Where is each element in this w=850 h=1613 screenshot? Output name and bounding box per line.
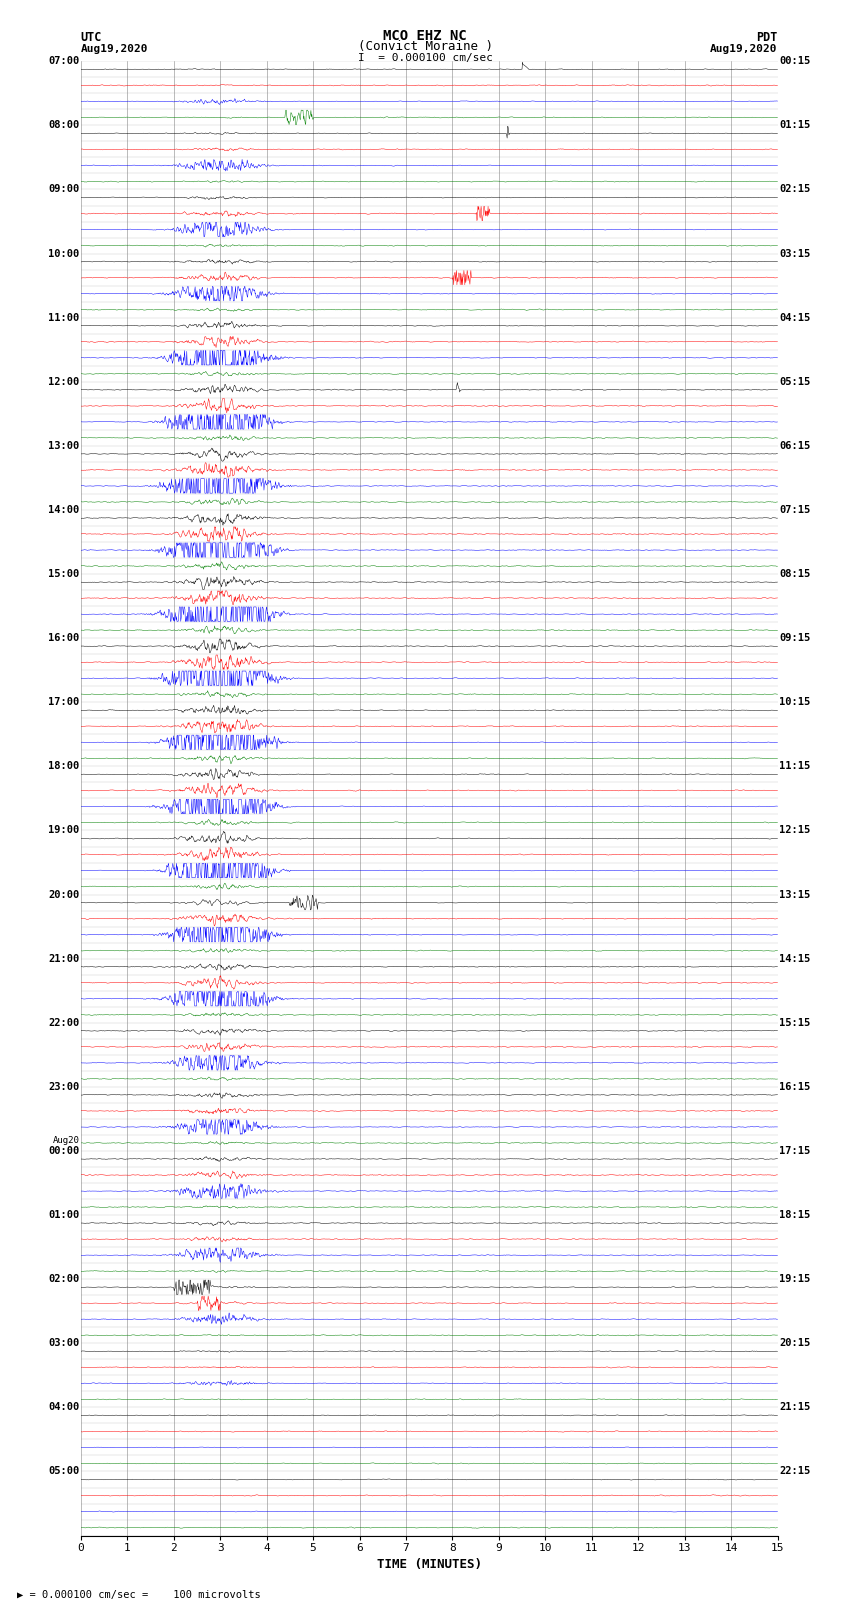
- Text: 05:15: 05:15: [779, 377, 810, 387]
- Text: 08:00: 08:00: [48, 121, 79, 131]
- Text: 11:15: 11:15: [779, 761, 810, 771]
- Text: MCO EHZ NC: MCO EHZ NC: [383, 29, 467, 44]
- Text: 09:15: 09:15: [779, 634, 810, 644]
- Text: 12:00: 12:00: [48, 377, 79, 387]
- Text: 16:00: 16:00: [48, 634, 79, 644]
- Text: 07:15: 07:15: [779, 505, 810, 515]
- Text: Aug19,2020: Aug19,2020: [711, 44, 778, 53]
- Text: ▶ = 0.000100 cm/sec =    100 microvolts: ▶ = 0.000100 cm/sec = 100 microvolts: [17, 1590, 261, 1600]
- Text: 21:15: 21:15: [779, 1402, 810, 1413]
- Text: 15:15: 15:15: [779, 1018, 810, 1027]
- Text: 08:15: 08:15: [779, 569, 810, 579]
- Text: 03:00: 03:00: [48, 1339, 79, 1348]
- Text: 04:15: 04:15: [779, 313, 810, 323]
- Text: 10:15: 10:15: [779, 697, 810, 706]
- Text: 23:00: 23:00: [48, 1082, 79, 1092]
- Text: I  = 0.000100 cm/sec: I = 0.000100 cm/sec: [358, 53, 492, 63]
- Text: 00:15: 00:15: [779, 56, 810, 66]
- Text: (Convict Moraine ): (Convict Moraine ): [358, 40, 492, 53]
- Text: 16:15: 16:15: [779, 1082, 810, 1092]
- Text: Aug20: Aug20: [53, 1136, 79, 1145]
- Text: 14:00: 14:00: [48, 505, 79, 515]
- Text: 14:15: 14:15: [779, 953, 810, 963]
- Text: 01:15: 01:15: [779, 121, 810, 131]
- Text: 12:15: 12:15: [779, 826, 810, 836]
- Text: UTC: UTC: [81, 31, 102, 44]
- Text: 20:00: 20:00: [48, 890, 79, 900]
- Text: 04:00: 04:00: [48, 1402, 79, 1413]
- Text: 07:00: 07:00: [48, 56, 79, 66]
- Text: 01:00: 01:00: [48, 1210, 79, 1219]
- X-axis label: TIME (MINUTES): TIME (MINUTES): [377, 1558, 482, 1571]
- Text: 18:15: 18:15: [779, 1210, 810, 1219]
- Text: 13:15: 13:15: [779, 890, 810, 900]
- Text: 22:00: 22:00: [48, 1018, 79, 1027]
- Text: 10:00: 10:00: [48, 248, 79, 258]
- Text: 06:15: 06:15: [779, 440, 810, 452]
- Text: 17:00: 17:00: [48, 697, 79, 706]
- Text: 02:00: 02:00: [48, 1274, 79, 1284]
- Text: 13:00: 13:00: [48, 440, 79, 452]
- Text: 05:00: 05:00: [48, 1466, 79, 1476]
- Text: Aug19,2020: Aug19,2020: [81, 44, 148, 53]
- Text: 19:00: 19:00: [48, 826, 79, 836]
- Text: 02:15: 02:15: [779, 184, 810, 195]
- Text: 15:00: 15:00: [48, 569, 79, 579]
- Text: 11:00: 11:00: [48, 313, 79, 323]
- Text: 21:00: 21:00: [48, 953, 79, 963]
- Text: 17:15: 17:15: [779, 1145, 810, 1157]
- Text: 20:15: 20:15: [779, 1339, 810, 1348]
- Text: 00:00: 00:00: [48, 1145, 79, 1157]
- Text: PDT: PDT: [756, 31, 778, 44]
- Text: 19:15: 19:15: [779, 1274, 810, 1284]
- Text: 22:15: 22:15: [779, 1466, 810, 1476]
- Text: 03:15: 03:15: [779, 248, 810, 258]
- Text: 09:00: 09:00: [48, 184, 79, 195]
- Text: 18:00: 18:00: [48, 761, 79, 771]
